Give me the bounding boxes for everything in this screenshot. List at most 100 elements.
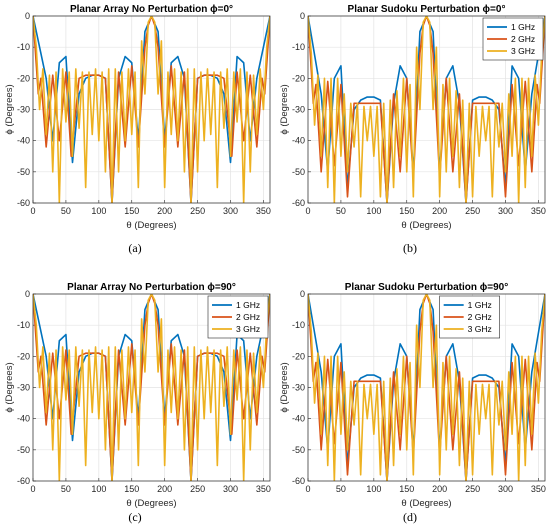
y-tick-label: -50 — [292, 445, 305, 455]
y-tick-label: -60 — [17, 476, 30, 486]
y-tick-label: -10 — [292, 42, 305, 52]
y-tick-label: -40 — [292, 136, 305, 146]
x-tick-label: 150 — [399, 484, 414, 494]
y-tick-label: -20 — [17, 73, 30, 83]
y-tick-label: -60 — [17, 198, 30, 208]
x-tick-label: 200 — [157, 484, 172, 494]
series-line-2 — [33, 294, 270, 481]
x-tick-label: 50 — [61, 484, 71, 494]
y-tick-label: -50 — [17, 445, 30, 455]
y-tick-label: -40 — [17, 414, 30, 424]
legend-label-1: 1 GHz — [236, 300, 260, 310]
series-line-2 — [308, 294, 545, 481]
x-tick-label: 350 — [256, 484, 271, 494]
legend-label-2: 2 GHz — [236, 312, 260, 322]
y-tick-label: -50 — [292, 167, 305, 177]
chart-panel-c: Planar Array No Perturbation ϕ=90° 0 50 100… — [4, 282, 271, 509]
chart-panel-a: Planar Array No Perturbation ϕ=0° 0 50 100 1… — [4, 4, 271, 231]
x-tick-label: 200 — [432, 484, 447, 494]
y-tick-label: -10 — [292, 320, 305, 330]
x-tick-label: 50 — [61, 206, 71, 216]
y-tick-label: -60 — [292, 476, 305, 486]
x-tick-label: 50 — [336, 206, 346, 216]
series-line-3 — [33, 294, 270, 481]
y-tick-label: -10 — [17, 320, 30, 330]
y-axis-label: ϕ (Degrees) — [279, 84, 290, 134]
x-tick-label: 250 — [190, 206, 205, 216]
axes-box — [32, 293, 271, 482]
y-tick-label: -50 — [17, 167, 30, 177]
series-line-2 — [33, 16, 270, 203]
legend: 1 GHz 2 GHz 3 GHz — [207, 295, 269, 339]
y-tick-label: 0 — [300, 289, 305, 299]
x-axis-label: θ (Degrees) — [126, 220, 176, 231]
x-tick-label: 200 — [157, 206, 172, 216]
x-tick-label: 250 — [465, 484, 480, 494]
series-line-3 — [33, 16, 270, 203]
y-axis-label: ϕ (Degrees) — [279, 362, 290, 412]
axes-box — [32, 15, 271, 204]
legend: 1 GHz 2 GHz 3 GHz — [482, 17, 544, 61]
y-tick-label: -30 — [292, 383, 305, 393]
axes-box — [307, 15, 546, 204]
y-tick-label: 0 — [300, 11, 305, 21]
legend-label-3: 3 GHz — [236, 324, 260, 334]
caption-c: (c) — [128, 510, 142, 524]
x-tick-label: 150 — [399, 206, 414, 216]
x-tick-label: 350 — [531, 206, 546, 216]
x-tick-label: 150 — [124, 206, 139, 216]
y-axis-label: ϕ (Degrees) — [4, 362, 15, 412]
y-axis-label: ϕ (Degrees) — [4, 84, 15, 134]
x-tick-label: 300 — [498, 484, 513, 494]
chart-panel-d: Planar Sudoku Perturbation ϕ=90° 0 50 100 15… — [279, 282, 546, 509]
y-tick-label: -60 — [292, 198, 305, 208]
x-tick-label: 0 — [30, 206, 35, 216]
y-tick-label: -40 — [292, 414, 305, 424]
y-tick-label: -30 — [17, 383, 30, 393]
x-tick-label: 250 — [190, 484, 205, 494]
x-tick-label: 0 — [305, 206, 310, 216]
x-tick-label: 300 — [498, 206, 513, 216]
caption-d: (d) — [403, 510, 417, 524]
legend-label-1: 1 GHz — [511, 22, 535, 32]
chart-panel-b: Planar Sudoku Perturbation ϕ=0° 0 50 100 150… — [279, 4, 546, 231]
chart-title: Planar Array No Perturbation ϕ=90° — [67, 282, 236, 293]
y-tick-label: -20 — [292, 351, 305, 361]
x-tick-label: 300 — [223, 206, 238, 216]
x-tick-label: 350 — [531, 484, 546, 494]
y-tick-label: -30 — [292, 105, 305, 115]
x-tick-label: 350 — [256, 206, 271, 216]
axes-box — [307, 293, 546, 482]
series-line-3 — [308, 16, 545, 203]
x-axis-label: θ (Degrees) — [126, 498, 176, 509]
x-tick-label: 200 — [432, 206, 447, 216]
legend: 1 GHz 2 GHz 3 GHz — [439, 295, 500, 339]
legend-label-1: 1 GHz — [468, 300, 492, 310]
x-tick-label: 0 — [30, 484, 35, 494]
chart-title: Planar Sudoku Perturbation ϕ=0° — [348, 4, 506, 15]
series-line-1 — [33, 16, 270, 203]
x-tick-label: 100 — [366, 484, 381, 494]
legend-label-3: 3 GHz — [468, 324, 492, 334]
x-tick-label: 250 — [465, 206, 480, 216]
x-axis-label: θ (Degrees) — [401, 498, 451, 509]
legend-label-2: 2 GHz — [511, 34, 535, 44]
x-tick-label: 100 — [91, 484, 106, 494]
y-tick-label: 0 — [25, 11, 30, 21]
y-tick-label: -20 — [292, 73, 305, 83]
x-tick-label: 300 — [223, 484, 238, 494]
x-tick-label: 50 — [336, 484, 346, 494]
series-line-2 — [308, 16, 545, 203]
series-line-3 — [308, 294, 545, 481]
x-tick-label: 100 — [91, 206, 106, 216]
series-line-1 — [33, 294, 270, 481]
legend-label-2: 2 GHz — [468, 312, 492, 322]
y-tick-label: -20 — [17, 351, 30, 361]
y-tick-label: -10 — [17, 42, 30, 52]
caption-a: (a) — [128, 241, 142, 255]
x-axis-label: θ (Degrees) — [401, 220, 451, 231]
x-tick-label: 100 — [366, 206, 381, 216]
caption-b: (b) — [403, 241, 417, 255]
chart-title: Planar Array No Perturbation ϕ=0° — [70, 4, 233, 15]
